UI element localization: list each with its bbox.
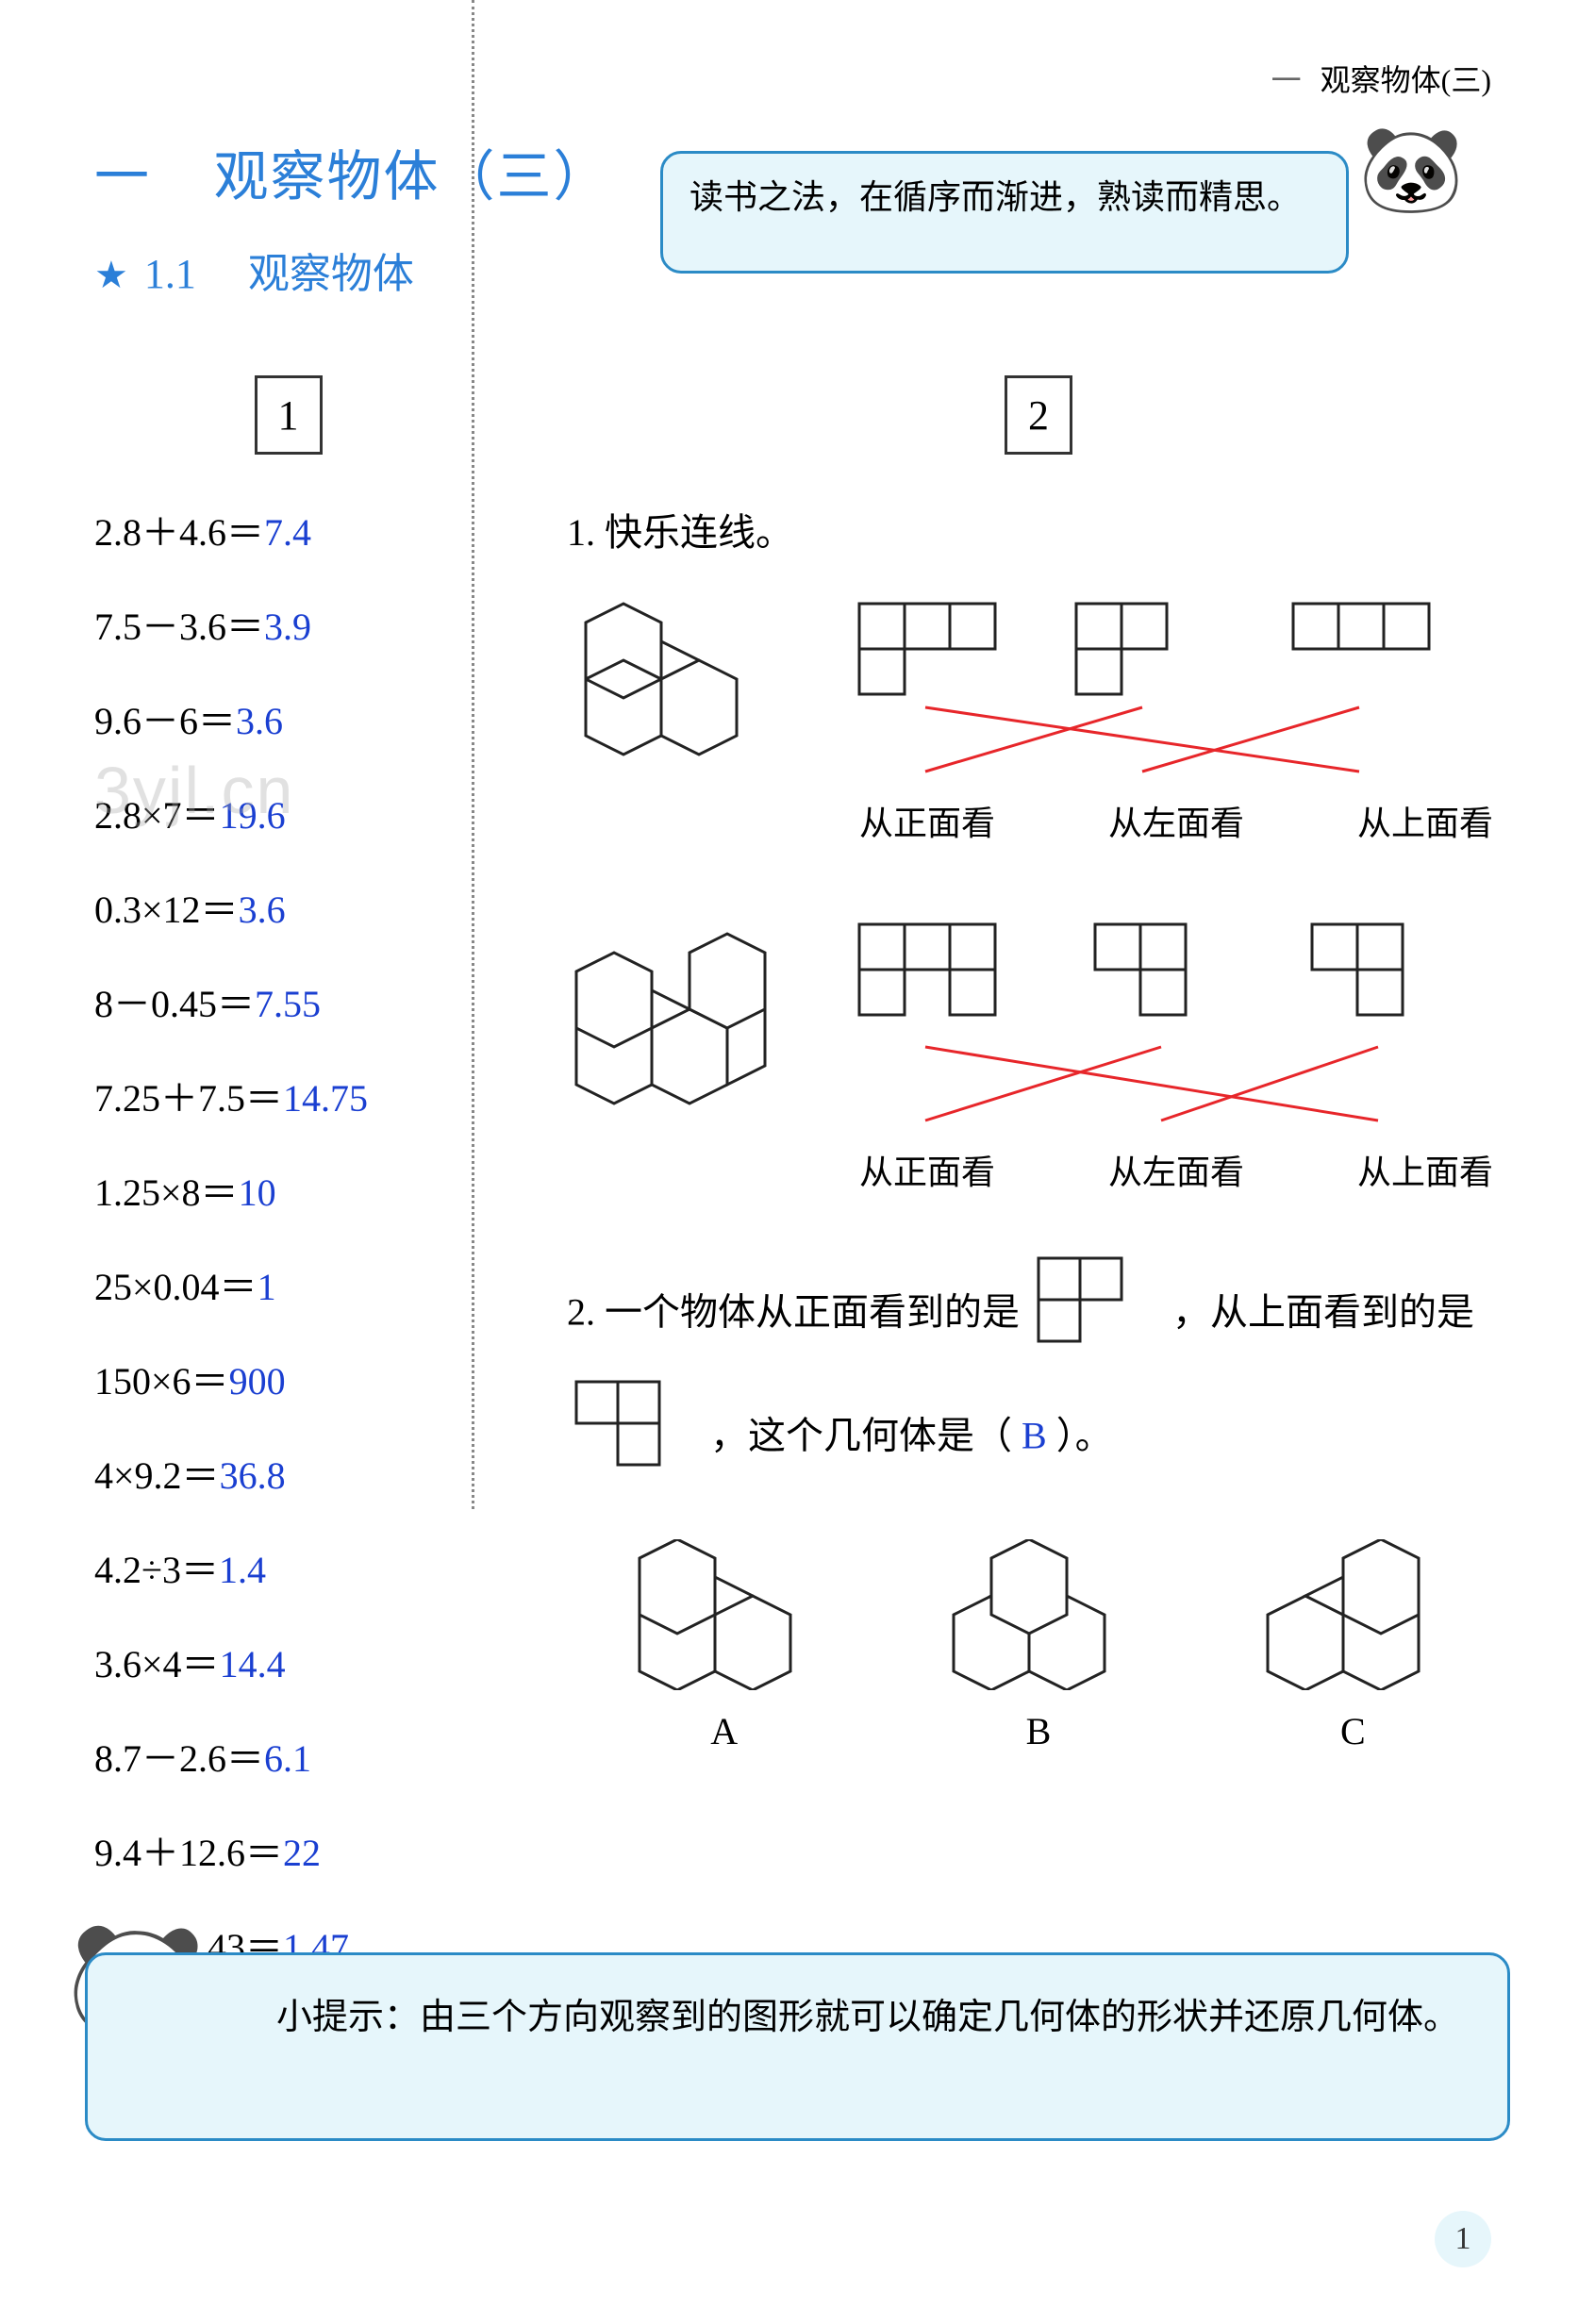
view-label: 从正面看 xyxy=(859,1145,995,1194)
section-num: 1.1 xyxy=(144,251,196,297)
equation-expr: 9.4＋12.6＝ xyxy=(94,1832,283,1874)
q2-options: A B xyxy=(567,1539,1510,1753)
section-box-1: 1 xyxy=(255,375,323,455)
match-block-a: 从正面看 从左面看 从上面看 xyxy=(567,585,1510,849)
equation-answer: 900 xyxy=(229,1360,286,1403)
tip-box: 小提示：由三个方向观察到的图形就可以确定几何体的形状并还原几何体。 xyxy=(85,1952,1510,2141)
equation-expr: 7.5－3.6＝ xyxy=(94,606,264,648)
chapter-num: 一 xyxy=(94,132,198,211)
equation: 25×0.04＝1 xyxy=(94,1256,482,1311)
panda-icon: 🐼 xyxy=(1358,128,1464,213)
equation: 4×9.2＝36.8 xyxy=(94,1445,482,1500)
equation-list: 2.8＋4.6＝7.47.5－3.6＝3.99.6－6＝3.62.8×7＝19.… xyxy=(94,502,482,1971)
question-2: 2. 一个物体从正面看到的是 ，从上面看到的是 ，这个几何体是（ B ）。 xyxy=(567,1254,1510,1502)
equation-answer: 22 xyxy=(283,1832,321,1874)
option-c: C xyxy=(1249,1539,1456,1753)
header-title: 观察物体(三) xyxy=(1321,63,1491,97)
equation-answer: 6.1 xyxy=(264,1737,311,1780)
page-number: 1 xyxy=(1435,2211,1491,2267)
q2-front-shape xyxy=(1035,1254,1157,1378)
equation: 3.6×4＝14.4 xyxy=(94,1634,482,1688)
quote-box: 读书之法，在循序而渐进，熟读而精思。 xyxy=(660,151,1349,274)
equation-expr: 8－0.45＝ xyxy=(94,983,255,1025)
chapter-text: 观察物体（三） xyxy=(214,146,610,208)
option-b-label: B xyxy=(1026,1709,1052,1753)
header-dash: 一 xyxy=(1271,63,1302,97)
column-1: 1 3yjl.cn 2.8＋4.6＝7.47.5－3.6＝3.99.6－6＝3.… xyxy=(94,375,510,2011)
equation-expr: 25×0.04＝ xyxy=(94,1266,258,1308)
option-b: B xyxy=(935,1539,1142,1753)
section-box-2: 2 xyxy=(1005,375,1072,455)
watermark: 3yjl.cn xyxy=(94,753,294,828)
content: 1 3yjl.cn 2.8＋4.6＝7.47.5－3.6＝3.99.6－6＝3.… xyxy=(94,375,1510,2011)
view-label: 从左面看 xyxy=(1108,1145,1244,1194)
view-label: 从正面看 xyxy=(859,796,995,845)
equation-answer: 3.6 xyxy=(236,700,283,742)
equation-expr: 1.25×8＝ xyxy=(94,1171,239,1214)
view-label: 从左面看 xyxy=(1108,796,1244,845)
equation-answer: 36.8 xyxy=(220,1454,286,1497)
q2-answer: B xyxy=(1022,1415,1047,1457)
equation-answer: 10 xyxy=(239,1171,276,1214)
tip-text: 小提示：由三个方向观察到的图形就可以确定几何体的形状并还原几何体。 xyxy=(276,1998,1459,2037)
equation: 0.3×12＝3.6 xyxy=(94,879,482,934)
equation-answer: 1.4 xyxy=(219,1549,266,1591)
equation-expr: 8.7－2.6＝ xyxy=(94,1737,264,1780)
equation-answer: 1 xyxy=(258,1266,276,1308)
running-header: 一 观察物体(三) xyxy=(1271,57,1491,100)
equation: 9.6－6＝3.6 xyxy=(94,690,482,745)
option-a-figure xyxy=(621,1539,828,1690)
equation-expr: 3.6×4＝ xyxy=(94,1643,220,1685)
equation: 8－0.45＝7.55 xyxy=(94,973,482,1028)
equation: 8.7－2.6＝6.1 xyxy=(94,1728,482,1783)
equation: 1.25×8＝10 xyxy=(94,1162,482,1217)
q2-text-d: ）。 xyxy=(1056,1415,1113,1457)
equation-answer: 3.9 xyxy=(264,606,311,648)
equation-expr: 7.25＋7.5＝ xyxy=(94,1077,283,1120)
option-a-label: A xyxy=(710,1709,738,1753)
equation-answer: 14.4 xyxy=(220,1643,286,1685)
equation-expr: 2.8＋4.6＝ xyxy=(94,511,264,554)
equation: 2.8＋4.6＝7.4 xyxy=(94,502,482,556)
option-b-figure xyxy=(935,1539,1142,1690)
equation-expr: 4.2÷3＝ xyxy=(94,1549,219,1591)
equation: 150×6＝900 xyxy=(94,1351,482,1405)
equation-expr: 150×6＝ xyxy=(94,1360,229,1403)
match-block-b: 从正面看 从左面看 从上面看 xyxy=(567,905,1510,1198)
equation-answer: 14.75 xyxy=(283,1077,368,1120)
equation: 4.2÷3＝1.4 xyxy=(94,1539,482,1594)
q2-text-b: ，从上面看到的是 xyxy=(1172,1291,1474,1334)
equation-expr: 0.3×12＝ xyxy=(94,888,239,931)
equation-expr: 4×9.2＝ xyxy=(94,1454,220,1497)
page: 一 观察物体(三) 一 观察物体（三） ★ 1.1 观察物体 读书之法，在循序而… xyxy=(0,0,1595,2324)
equation: 7.5－3.6＝3.9 xyxy=(94,596,482,651)
section-text: 观察物体 xyxy=(248,251,414,297)
q2-text-a: 2. 一个物体从正面看到的是 xyxy=(567,1291,1020,1334)
quote-text: 读书之法，在循序而渐进，熟读而精思。 xyxy=(690,178,1301,216)
view-label: 从上面看 xyxy=(1357,1145,1493,1194)
q2-text-c: ，这个几何体是（ xyxy=(710,1415,1022,1457)
view-label: 从上面看 xyxy=(1357,796,1493,845)
equation-answer: 7.55 xyxy=(255,983,321,1025)
equation: 7.25＋7.5＝14.75 xyxy=(94,1068,482,1122)
option-a: A xyxy=(621,1539,828,1753)
equation-answer: 7.4 xyxy=(264,511,311,554)
q2-top-shape xyxy=(573,1378,695,1502)
option-c-label: C xyxy=(1340,1709,1366,1753)
equation-answer: 3.6 xyxy=(239,888,286,931)
equation: 9.4＋12.6＝22 xyxy=(94,1822,482,1877)
column-2: 2 1. 快乐连线。 xyxy=(510,375,1510,2011)
option-c-figure xyxy=(1249,1539,1456,1690)
q1-label: 1. 快乐连线。 xyxy=(567,502,1510,556)
star-icon: ★ xyxy=(94,254,128,296)
equation-expr: 9.6－6＝ xyxy=(94,700,236,742)
